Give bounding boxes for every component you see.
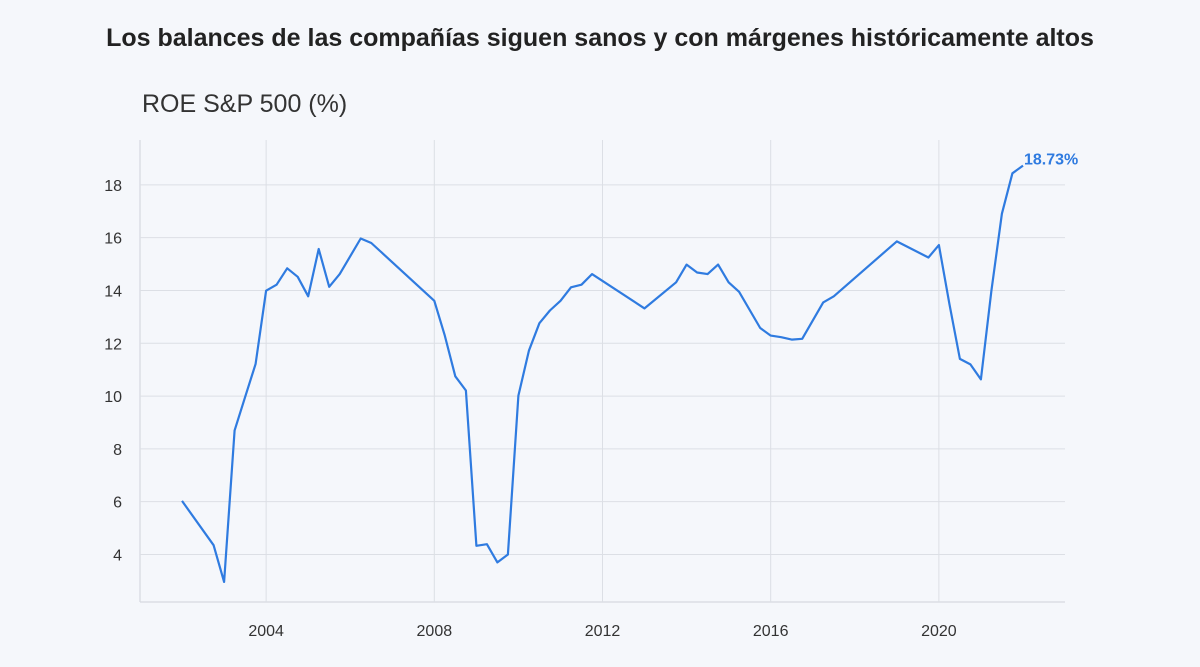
y-tick-label: 8	[113, 442, 122, 459]
x-tick-label: 2008	[417, 623, 453, 640]
end-value-label: 18.73%	[1024, 152, 1078, 169]
y-tick-label: 16	[104, 231, 122, 248]
y-tick-label: 10	[104, 389, 122, 406]
chart-title: Los balances de las compañías siguen san…	[106, 24, 1094, 52]
x-tick-label: 2004	[248, 623, 284, 640]
y-tick-label: 6	[113, 495, 122, 512]
x-tick-label: 2020	[921, 623, 957, 640]
x-tick-label: 2012	[585, 623, 621, 640]
y-tick-label: 14	[104, 283, 122, 300]
y-tick-label: 4	[113, 547, 122, 564]
roe-series-line	[181, 164, 1024, 584]
x-tick-label: 2016	[753, 623, 789, 640]
y-tick-label: 12	[104, 336, 122, 353]
chart-subtitle: ROE S&P 500 (%)	[142, 90, 348, 118]
y-tick-label: 18	[104, 178, 122, 195]
